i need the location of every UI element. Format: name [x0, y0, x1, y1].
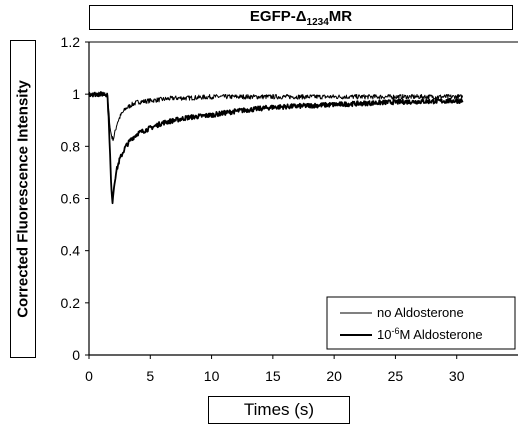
chart-title-tail: MR: [328, 8, 353, 25]
y-tick-label: 0.8: [61, 138, 81, 154]
x-tick-label: 5: [146, 368, 154, 384]
y-axis-label-box: Corrected Fluorescence Intensity: [10, 40, 36, 358]
y-tick-label: 1: [72, 86, 80, 102]
series-line-aldosterone: [88, 91, 464, 205]
y-tick-label: 0.4: [61, 243, 81, 259]
x-tick-label: 0: [85, 368, 93, 384]
x-tick-label: 20: [326, 368, 342, 384]
x-tick-label: 15: [265, 368, 281, 384]
x-tick-label: 25: [388, 368, 404, 384]
y-tick-label: 0: [72, 347, 80, 363]
chart-title: EGFP-Δ1234MR: [89, 5, 513, 30]
legend-label-aldosterone: 10-6M Aldosterone: [377, 326, 483, 342]
series-line-no-aldosterone: [88, 91, 464, 142]
y-tick-label: 0.6: [61, 191, 81, 207]
x-tick-label: 10: [204, 368, 220, 384]
x-axis-label-box: Times (s): [208, 396, 350, 424]
legend-box: [326, 296, 516, 350]
y-tick-label: 0.2: [61, 295, 81, 311]
legend-label-no-aldosterone: no Aldosterone: [377, 305, 464, 320]
chart-title-subscript: 1234: [306, 17, 329, 28]
x-tick-label: 30: [449, 368, 465, 384]
x-axis-label: Times (s): [243, 400, 315, 419]
y-tick-label: 1.2: [61, 34, 81, 50]
chart-title-main: EGFP-Δ: [249, 8, 307, 25]
